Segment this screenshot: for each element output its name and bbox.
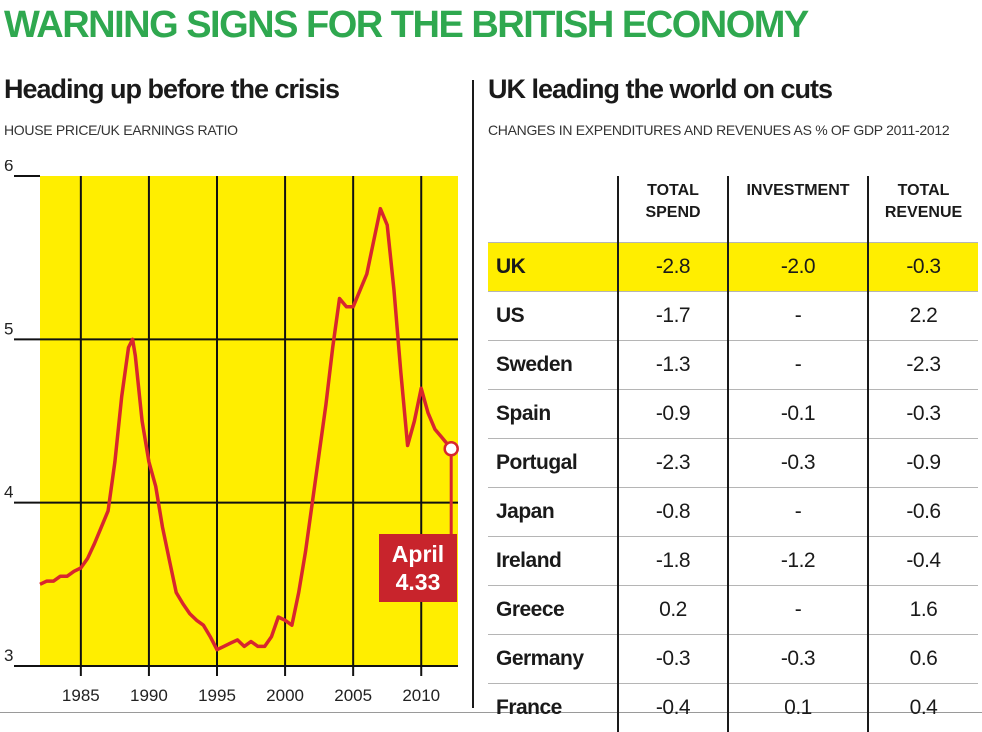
investment-cell: 0.1 [728, 684, 868, 732]
table-row: Ireland-1.8-1.2-0.4 [488, 537, 978, 586]
country-cell: UK [488, 243, 618, 292]
total-revenue-cell: -0.4 [868, 537, 978, 586]
total-revenue-cell: 2.2 [868, 292, 978, 341]
right-panel-caption: CHANGES IN EXPENDITURES AND REVENUES AS … [488, 118, 958, 142]
x-tick-label: 2005 [334, 686, 372, 705]
left-panel-caption: HOUSE PRICE/UK EARNINGS RATIO [4, 118, 464, 142]
end-point-marker [445, 442, 458, 455]
total-revenue-cell: -2.3 [868, 341, 978, 390]
country-cell: US [488, 292, 618, 341]
table-header-row: TOTAL SPEND INVESTMENT TOTAL REVENUE [488, 176, 978, 243]
y-tick-label: 6 [4, 160, 13, 175]
panel-divider [472, 80, 474, 708]
x-tick-label: 1985 [62, 686, 100, 705]
total-spend-cell: -2.3 [618, 439, 728, 488]
total-spend-cell: 0.2 [618, 586, 728, 635]
x-tick-label: 1990 [130, 686, 168, 705]
right-panel-title: UK leading the world on cuts [488, 74, 832, 105]
investment-cell: -2.0 [728, 243, 868, 292]
total-spend-cell: -0.9 [618, 390, 728, 439]
callout-label: April [392, 541, 444, 567]
total-revenue-cell: -0.9 [868, 439, 978, 488]
table-row: Portugal-2.3-0.3-0.9 [488, 439, 978, 488]
investment-cell: - [728, 488, 868, 537]
table-row: US-1.7-2.2 [488, 292, 978, 341]
cuts-table: TOTAL SPEND INVESTMENT TOTAL REVENUE UK-… [488, 176, 978, 732]
investment-cell: -0.3 [728, 635, 868, 684]
x-tick-label: 1995 [198, 686, 236, 705]
total-revenue-cell: 0.6 [868, 635, 978, 684]
total-revenue-cell: 1.6 [868, 586, 978, 635]
total-revenue-cell: 0.4 [868, 684, 978, 732]
table-row: Spain-0.9-0.1-0.3 [488, 390, 978, 439]
country-cell: Spain [488, 390, 618, 439]
total-spend-cell: -0.8 [618, 488, 728, 537]
country-cell: Portugal [488, 439, 618, 488]
total-spend-cell: -0.4 [618, 684, 728, 732]
table-row: Japan-0.8--0.6 [488, 488, 978, 537]
left-panel-title: Heading up before the crisis [4, 74, 339, 105]
total-spend-cell: -1.3 [618, 341, 728, 390]
table-row: Sweden-1.3--2.3 [488, 341, 978, 390]
table-header-investment: INVESTMENT [728, 176, 868, 243]
total-spend-cell: -0.3 [618, 635, 728, 684]
total-spend-cell: -1.7 [618, 292, 728, 341]
country-cell: Greece [488, 586, 618, 635]
country-cell: France [488, 684, 618, 732]
y-tick-label: 4 [4, 483, 13, 502]
investment-cell: - [728, 586, 868, 635]
x-tick-label: 2000 [266, 686, 304, 705]
table-header-country [488, 176, 618, 243]
total-revenue-cell: -0.6 [868, 488, 978, 537]
headline: WARNING SIGNS FOR THE BRITISH ECONOMY [4, 4, 980, 47]
callout-value: 4.33 [396, 569, 441, 595]
x-tick-label: 2010 [402, 686, 440, 705]
total-revenue-cell: -0.3 [868, 390, 978, 439]
investment-cell: -1.2 [728, 537, 868, 586]
investment-cell: -0.3 [728, 439, 868, 488]
country-cell: Ireland [488, 537, 618, 586]
investment-cell: - [728, 292, 868, 341]
investment-cell: - [728, 341, 868, 390]
table-header-total-revenue: TOTAL REVENUE [868, 176, 978, 243]
y-tick-label: 3 [4, 646, 13, 665]
total-revenue-cell: -0.3 [868, 243, 978, 292]
y-tick-label: 5 [4, 319, 13, 338]
table-header-total-spend: TOTAL SPEND [618, 176, 728, 243]
total-spend-cell: -2.8 [618, 243, 728, 292]
table-row: UK-2.8-2.0-0.3 [488, 243, 978, 292]
country-cell: Japan [488, 488, 618, 537]
investment-cell: -0.1 [728, 390, 868, 439]
country-cell: Germany [488, 635, 618, 684]
country-cell: Sweden [488, 341, 618, 390]
total-spend-cell: -1.8 [618, 537, 728, 586]
